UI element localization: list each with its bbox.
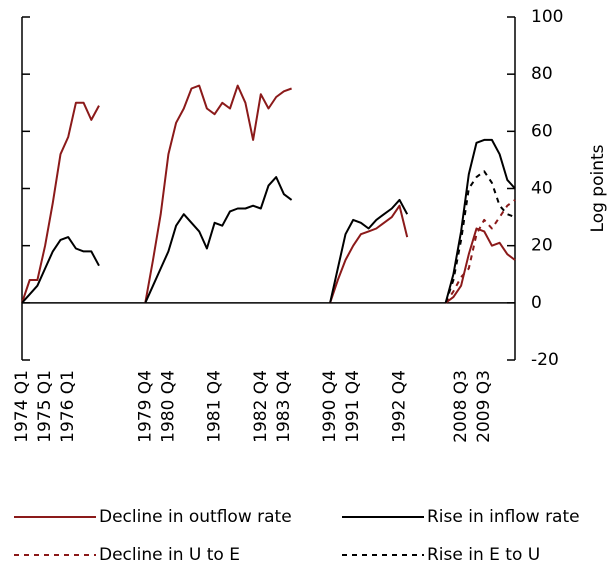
- y-tick-label: 80: [531, 64, 553, 84]
- x-tick-label: 1976 Q1: [58, 370, 78, 443]
- x-tick-label: 1981 Q4: [205, 370, 225, 443]
- legend-label: Decline in U to E: [99, 545, 240, 565]
- x-tick-label: 1975 Q1: [35, 370, 55, 443]
- y-tick-label: -20: [531, 350, 559, 370]
- legend-label: Rise in E to U: [427, 545, 540, 565]
- x-tick-label: 1974 Q1: [12, 370, 32, 443]
- legend-label: Rise in inflow rate: [427, 507, 580, 527]
- x-tick-label: 1983 Q4: [274, 370, 294, 443]
- series-line: [444, 199, 516, 304]
- x-tick-label: 1991 Q4: [343, 370, 363, 443]
- x-tick-label: 2008 Q3: [451, 370, 471, 443]
- x-tick-label: 1982 Q4: [251, 370, 271, 443]
- series-line: [21, 138, 516, 304]
- y-tick-label: 40: [531, 179, 553, 199]
- legend-label: Decline in outflow rate: [99, 507, 292, 527]
- y-tick-label: 0: [531, 293, 542, 313]
- y-axis-label: Log points: [588, 144, 608, 232]
- y-tick-label: 100: [531, 7, 563, 27]
- series-line: [444, 170, 516, 304]
- x-tick-label: 1980 Q4: [158, 370, 178, 443]
- x-tick-label: 1990 Q4: [320, 370, 340, 443]
- y-tick-label: 20: [531, 236, 553, 256]
- x-tick-label: 1992 Q4: [389, 370, 409, 443]
- x-tick-label: 1979 Q4: [135, 370, 155, 443]
- series-line: [21, 84, 516, 304]
- y-tick-label: 60: [531, 121, 553, 141]
- x-tick-label: 2009 Q3: [474, 370, 494, 443]
